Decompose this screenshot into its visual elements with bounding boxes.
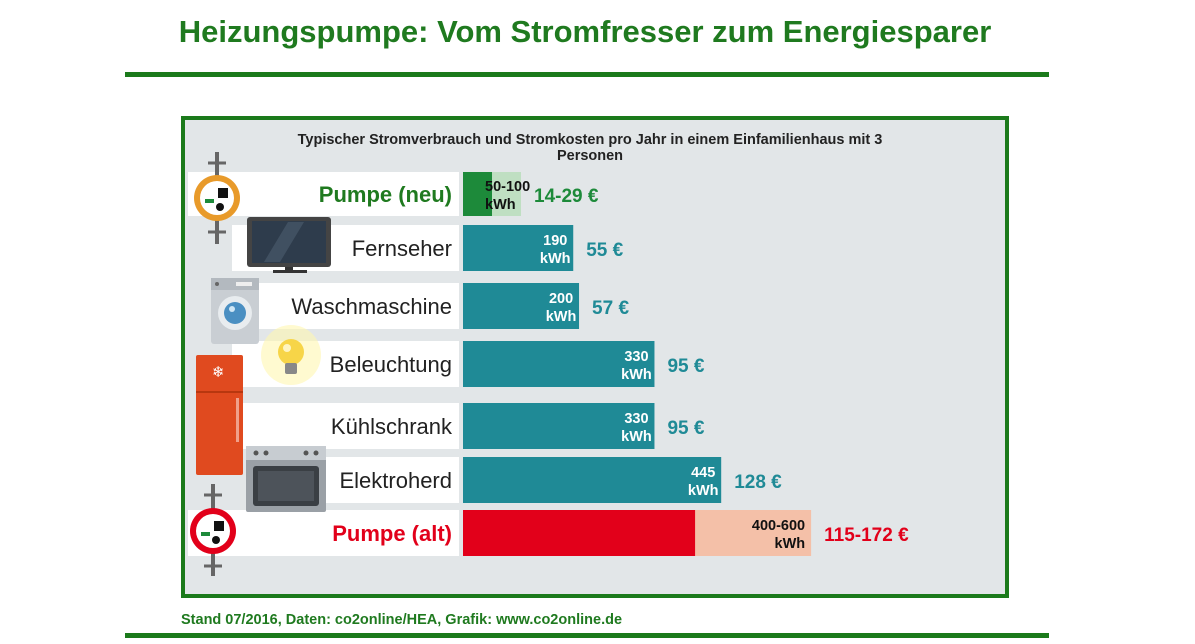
page-title: Heizungspumpe: Vom Stromfresser zum Ener…	[178, 14, 992, 49]
fridge-icon: ❄	[196, 355, 243, 475]
category-label: Fernseher	[352, 236, 452, 261]
value-label: 330	[624, 411, 648, 427]
category-label: Beleuchtung	[330, 352, 452, 377]
unit-label: kWh	[546, 309, 577, 325]
value-label: 445	[691, 465, 715, 481]
value-label: 190	[543, 233, 567, 249]
heating-pump-old-icon	[190, 484, 236, 576]
unit-label: kWh	[775, 536, 806, 552]
cost-label: 95 €	[667, 418, 704, 439]
unit-label: kWh	[688, 483, 719, 499]
value-label: 400-600	[752, 518, 805, 534]
category-label: Elektroherd	[339, 468, 452, 493]
cost-label: 14-29 €	[534, 186, 599, 207]
svg-text:❄: ❄	[212, 363, 225, 381]
cost-label: 57 €	[592, 298, 629, 319]
category-label: Pumpe (alt)	[332, 521, 452, 546]
stove-icon	[246, 446, 326, 512]
bar	[463, 510, 696, 556]
cost-label: 95 €	[667, 356, 704, 377]
bar	[463, 283, 580, 329]
cost-label: 128 €	[734, 472, 782, 493]
bar	[463, 172, 493, 216]
cost-label: 115-172 €	[824, 525, 909, 546]
bottom-rule	[125, 633, 1049, 638]
bar	[463, 225, 574, 271]
unit-label: kWh	[621, 429, 652, 445]
category-label-box	[232, 283, 459, 329]
bar	[463, 457, 722, 503]
unit-label: kWh	[540, 251, 571, 267]
washing-machine-icon	[211, 278, 259, 344]
tv-icon	[247, 217, 331, 273]
unit-label: kWh	[485, 197, 516, 213]
bar	[463, 341, 655, 387]
value-label: 330	[624, 349, 648, 365]
category-label-box	[232, 403, 459, 449]
light-bulb-icon	[261, 325, 321, 385]
value-label: 200	[549, 291, 573, 307]
footer-source: Stand 07/2016, Daten: co2online/HEA, Gra…	[181, 612, 623, 628]
category-label: Waschmaschine	[291, 294, 452, 319]
cost-label: 55 €	[586, 240, 623, 261]
value-label: 50-100	[485, 179, 530, 195]
chart-subtitle: Typischer Stromverbrauch und Stromkosten…	[297, 132, 883, 164]
top-rule	[125, 72, 1049, 77]
heating-pump-new-icon	[194, 152, 240, 244]
unit-label: kWh	[621, 367, 652, 383]
category-label: Kühlschrank	[331, 414, 453, 439]
category-label: Pumpe (neu)	[319, 182, 452, 207]
bar	[463, 403, 655, 449]
